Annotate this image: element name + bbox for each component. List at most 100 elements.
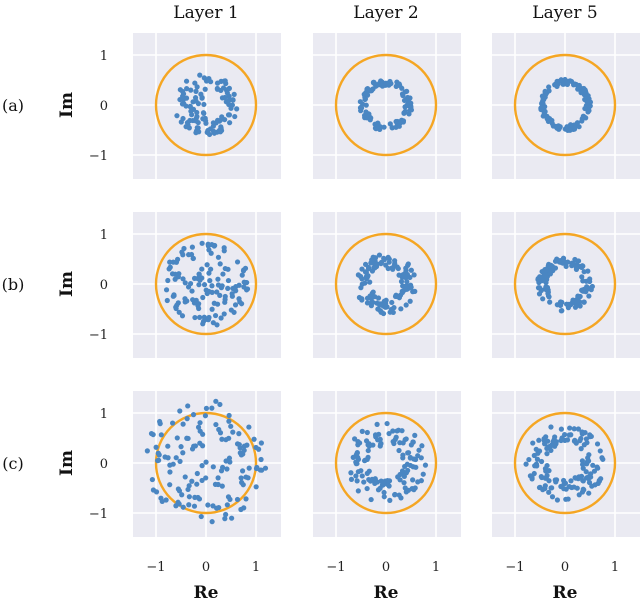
data-point <box>582 88 589 94</box>
data-point <box>397 440 403 446</box>
data-point <box>403 436 409 442</box>
data-point <box>192 314 198 321</box>
data-point <box>359 473 365 479</box>
data-point <box>386 483 392 489</box>
data-point <box>186 494 192 500</box>
data-point <box>419 443 425 449</box>
data-point <box>532 463 538 469</box>
data-point <box>403 265 409 271</box>
data-point <box>358 468 364 474</box>
data-point <box>156 452 162 458</box>
data-point <box>534 456 541 462</box>
data-point <box>400 118 407 124</box>
data-point <box>586 490 592 496</box>
data-point <box>234 496 241 503</box>
data-point <box>377 485 383 491</box>
data-point <box>366 443 372 449</box>
data-point <box>187 103 193 109</box>
data-point <box>180 276 186 282</box>
data-point <box>209 405 215 411</box>
data-point <box>199 95 205 101</box>
data-point <box>219 283 225 289</box>
data-point <box>242 265 249 271</box>
data-point <box>364 470 370 476</box>
data-point <box>587 434 593 440</box>
data-point <box>195 119 201 126</box>
data-point <box>363 102 369 108</box>
data-point <box>226 418 232 424</box>
data-point <box>392 492 398 498</box>
data-point <box>566 483 572 490</box>
data-point <box>234 259 241 265</box>
data-point <box>584 461 590 467</box>
data-point <box>392 436 398 443</box>
data-point <box>201 314 207 320</box>
data-point <box>246 465 252 471</box>
data-point <box>590 462 596 468</box>
row-label: (a) <box>2 96 24 115</box>
data-point <box>579 458 586 464</box>
data-point <box>262 465 269 471</box>
data-point <box>214 505 220 511</box>
data-point <box>373 434 379 440</box>
data-point <box>542 88 548 94</box>
data-point <box>223 511 229 518</box>
data-point <box>225 277 232 284</box>
data-point <box>412 432 418 438</box>
data-point <box>244 442 250 448</box>
data-point <box>226 85 232 91</box>
data-point <box>158 432 164 438</box>
data-point <box>173 304 179 310</box>
data-point <box>378 478 384 484</box>
data-point <box>165 277 171 284</box>
data-point <box>560 255 567 261</box>
data-point <box>227 120 233 126</box>
y-tick-label: 1 <box>100 407 108 422</box>
data-point <box>399 428 405 434</box>
column-title: Layer 5 <box>532 3 597 23</box>
data-point <box>215 276 221 282</box>
data-point <box>557 124 563 130</box>
data-point <box>576 124 582 130</box>
data-point <box>543 286 549 292</box>
data-point <box>205 502 211 508</box>
data-point <box>203 459 209 465</box>
data-point <box>180 504 186 510</box>
data-point <box>562 76 568 83</box>
x-axis-label: Re <box>194 583 219 603</box>
data-point <box>546 489 552 495</box>
data-point <box>552 434 558 440</box>
data-point <box>572 475 578 481</box>
data-point <box>184 298 190 304</box>
data-point <box>204 262 210 268</box>
data-point <box>165 443 171 449</box>
data-point <box>568 122 574 128</box>
data-point <box>236 431 242 437</box>
data-point <box>184 416 190 422</box>
data-point <box>548 424 554 430</box>
data-point <box>412 288 418 294</box>
data-point <box>193 88 199 94</box>
data-point <box>180 115 186 122</box>
data-point <box>370 79 377 85</box>
data-point <box>359 276 365 282</box>
data-point <box>202 115 208 121</box>
data-point <box>209 241 215 248</box>
data-point <box>167 482 173 488</box>
data-point <box>359 428 365 435</box>
data-point <box>366 476 372 483</box>
data-point <box>386 259 392 265</box>
data-point <box>221 311 227 317</box>
data-point <box>226 112 233 118</box>
data-point <box>234 106 240 112</box>
scatter-panel-a-layer-5 <box>492 33 640 179</box>
data-point <box>217 292 223 298</box>
data-point <box>402 104 408 110</box>
data-point <box>233 283 239 290</box>
data-point <box>163 497 169 503</box>
data-point <box>543 267 549 273</box>
data-point <box>204 290 210 297</box>
data-point <box>150 431 156 438</box>
data-point <box>352 436 358 442</box>
data-point <box>407 298 413 304</box>
